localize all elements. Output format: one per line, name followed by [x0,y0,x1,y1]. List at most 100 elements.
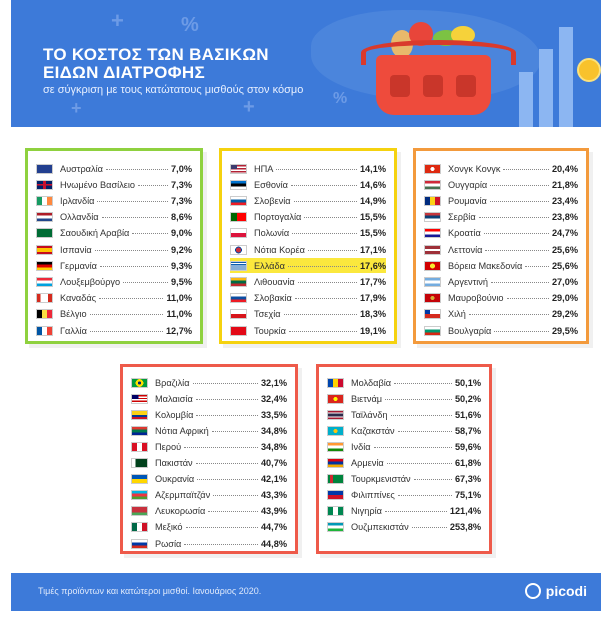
country-name: Ισπανία [60,244,92,255]
cost-percentage: 14,9% [359,195,386,206]
dotted-leader [290,184,357,186]
cost-percentage: 17,9% [359,293,386,304]
cost-percentage: 21,8% [551,179,578,190]
czechia-flag-icon [230,309,247,320]
cost-percentage: 59,6% [454,441,481,452]
dotted-leader [397,494,452,497]
country-row: Εσθονία 14,6% [230,177,386,192]
country-name: Ηνωμένο Βασίλειο [60,179,136,190]
country-name: Κροατία [448,228,481,239]
percent-icon: % [333,90,348,107]
cost-percentage: 24,7% [551,228,578,239]
country-row: Μαυροβούνιο 29,0% [424,291,578,306]
dotted-leader [397,430,452,432]
country-row: Περού 34,8% [131,439,287,454]
title-line: ΕΙΔΩΝ ΔΙΑΤΡΟΦΗΣ [43,63,205,82]
cost-percentage: 9,0% [171,228,192,239]
nigeria-flag-icon [327,506,344,517]
country-name: Τσεχία [254,309,281,320]
dotted-leader [384,510,447,513]
cost-percentage: 7,0% [171,163,192,174]
plus-icon: + [71,98,82,118]
country-name: Ελλάδα [254,260,285,271]
country-row: Βιετνάμ 50,2% [327,391,481,406]
belgium-flag-icon [36,309,53,320]
country-name: ΗΠΑ [254,163,274,174]
country-row: Λουξεμβούργο 9,5% [36,274,192,289]
country-row: Ισπανία 9,2% [36,242,192,257]
brazil-flag-icon [131,377,148,388]
percent-icon: % [181,14,199,36]
dotted-leader [490,184,549,186]
greece-flag-icon [230,260,247,271]
dotted-leader [195,398,258,400]
india-flag-icon [327,441,344,452]
dotted-leader [494,330,549,332]
country-group-card: Χονγκ Κονγκ 20,4% Ουγγαρία 21,8% Ρουμανία 23,… [413,148,589,344]
bar-decoration [539,49,553,127]
argentina-flag-icon [424,276,441,287]
cost-percentage: 32,1% [260,377,287,388]
country-name: Νότια Αφρική [155,425,209,436]
country-name: Καναδάς [60,293,97,304]
dotted-leader [491,281,549,283]
saudi-arabia-flag-icon [36,228,53,239]
montenegro-flag-icon [424,293,441,304]
country-name: Νιγηρία [351,506,382,517]
footer-note: Τιμές προϊόντων και κατώτεροι μισθοί. Ια… [38,586,262,596]
country-row: Τουρκμενιστάν 67,3% [327,472,481,487]
country-row: Σαουδική Αραβία 9,0% [36,226,192,241]
country-row: Λιθουανία 17,7% [230,274,386,289]
turkmenistan-flag-icon [327,474,344,485]
cost-percentage: 17,7% [359,276,386,287]
country-row: Ουκρανία 42,1% [131,472,287,487]
country-row: Ολλανδία 8,6% [36,210,192,225]
country-name: Καζακστάν [351,425,395,436]
country-row: Ουζμπεκιστάν 253,8% [327,520,481,535]
country-name: Λιθουανία [254,276,295,287]
cost-percentage: 23,4% [551,195,578,206]
country-row: Γερμανία 9,3% [36,258,192,273]
country-row: Αργεντινή 27,0% [424,274,578,289]
country-name: Βιετνάμ [351,393,383,404]
country-row: Πολωνία 15,5% [230,226,386,241]
dotted-leader [195,462,258,464]
country-row: Ρωσία 44,8% [131,536,287,551]
country-name: Ταϊλάνδη [351,409,388,420]
dotted-leader [413,478,452,481]
portugal-flag-icon [230,212,247,223]
dotted-leader [101,216,169,219]
cost-percentage: 14,1% [359,163,386,174]
dotted-leader [307,249,357,251]
cost-percentage: 25,6% [551,260,578,271]
dotted-leader [483,232,549,235]
dotted-leader [99,297,164,300]
cost-percentage: 51,6% [454,409,481,420]
dotted-leader [184,446,258,448]
dotted-leader [213,494,258,497]
page-subtitle: σε σύγκριση με τους κατώτατους μισθούς σ… [43,84,304,96]
latvia-flag-icon [424,244,441,255]
country-name: Βέλγιο [60,309,87,320]
country-row: Γαλλία 12,7% [36,323,192,338]
cost-percentage: 14,6% [359,179,386,190]
cost-percentage: 61,8% [454,458,481,468]
cost-percentage: 7,3% [171,179,192,190]
country-name: Λεττονία [448,244,483,255]
dotted-leader [525,265,549,267]
dotted-leader [297,281,357,283]
country-row: Χιλή 29,2% [424,307,578,322]
cost-percentage: 15,5% [359,212,386,223]
country-row: Τουρκία 19,1% [230,323,386,338]
coin-icon [577,58,601,82]
cost-percentage: 20,4% [551,163,578,174]
country-row: Κροατία 24,7% [424,226,578,241]
armenia-flag-icon [327,458,344,468]
country-group-card: ΗΠΑ 14,1% Εσθονία 14,6% Σλοβενία 14,9% Πορτογα… [219,148,397,344]
country-row: Νιγηρία 121,4% [327,504,481,519]
cost-percentage: 253,8% [449,522,481,533]
dotted-leader [185,526,258,529]
dotted-leader [123,281,169,283]
country-row: Καναδάς 11,0% [36,291,192,306]
cost-percentage: 44,7% [260,522,287,533]
